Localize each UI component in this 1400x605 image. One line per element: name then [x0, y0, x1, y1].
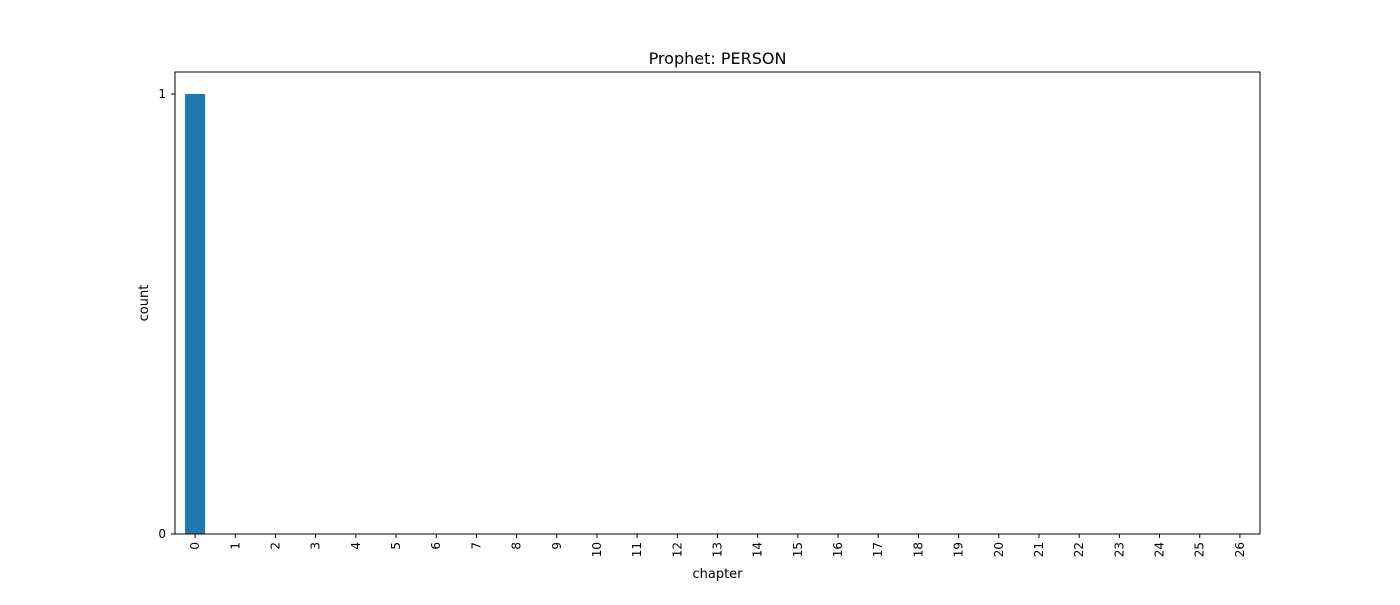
plot-frame	[174, 71, 1261, 535]
x-tick-label: 9	[550, 542, 564, 550]
x-tick-label: 17	[871, 542, 885, 557]
x-tick-label: 14	[751, 542, 765, 557]
x-tick-label: 12	[670, 542, 684, 557]
x-tick-label: 4	[349, 542, 363, 550]
x-tick-label: 24	[1153, 542, 1167, 557]
x-tick-label: 7	[469, 542, 483, 550]
x-tick-label: 15	[791, 542, 805, 557]
y-axis: 01	[158, 87, 175, 541]
y-tick-label: 1	[158, 87, 166, 101]
x-tick-label: 13	[711, 542, 725, 557]
x-tick-label: 3	[309, 542, 323, 550]
x-tick-label: 19	[952, 542, 966, 557]
x-tick-label: 10	[590, 542, 604, 557]
x-tick-label: 8	[510, 542, 524, 550]
x-axis-label: chapter	[692, 567, 743, 582]
x-tick-label: 22	[1072, 542, 1086, 557]
y-axis-label: count	[137, 285, 152, 322]
x-tick-label: 5	[389, 542, 403, 550]
x-tick-label: 26	[1233, 542, 1247, 557]
x-tick-label: 21	[1032, 542, 1046, 557]
bars-group	[185, 94, 206, 534]
chart-title: Prophet: PERSON	[649, 49, 787, 68]
x-tick-label: 1	[228, 542, 242, 550]
x-tick-label: 2	[268, 542, 282, 550]
x-tick-label: 16	[831, 542, 845, 557]
y-tick-label: 0	[158, 527, 166, 541]
x-tick-label: 11	[630, 542, 644, 557]
x-axis: 0 1 2 3 4 5 6 7 8 9 10 11 12 13 14 15 16 17 18 19 20 21 22 23 24…	[188, 534, 1247, 557]
x-tick-label: 0	[188, 542, 202, 550]
x-tick-label: 25	[1193, 542, 1207, 557]
x-tick-label: 6	[429, 542, 443, 550]
bar-chapter-0	[185, 94, 206, 534]
x-tick-label: 23	[1112, 542, 1126, 557]
x-tick-label: 20	[992, 542, 1006, 557]
x-tick-label: 18	[911, 542, 925, 557]
